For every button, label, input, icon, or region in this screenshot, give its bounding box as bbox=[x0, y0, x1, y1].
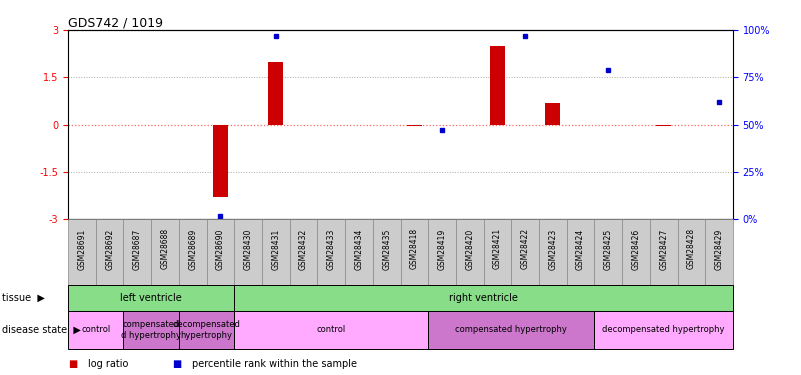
Bar bbox=[68, 219, 96, 285]
Bar bbox=[545, 103, 561, 125]
Bar bbox=[96, 219, 123, 285]
Bar bbox=[68, 285, 235, 311]
Bar bbox=[179, 311, 235, 349]
Text: GSM28423: GSM28423 bbox=[549, 228, 557, 270]
Text: ■: ■ bbox=[68, 359, 78, 369]
Bar bbox=[539, 219, 567, 285]
Bar bbox=[429, 219, 456, 285]
Bar bbox=[123, 219, 151, 285]
Bar bbox=[594, 219, 622, 285]
Bar bbox=[429, 311, 594, 349]
Text: GSM28427: GSM28427 bbox=[659, 228, 668, 270]
Text: GSM28418: GSM28418 bbox=[410, 228, 419, 270]
Bar bbox=[268, 62, 284, 124]
Bar bbox=[235, 285, 733, 311]
Text: GSM28433: GSM28433 bbox=[327, 228, 336, 270]
Bar bbox=[407, 124, 422, 126]
Text: GSM28421: GSM28421 bbox=[493, 228, 502, 270]
Bar bbox=[345, 219, 372, 285]
Text: GSM28432: GSM28432 bbox=[299, 228, 308, 270]
Text: GSM28689: GSM28689 bbox=[188, 228, 197, 270]
Text: decompensated
hypertrophy: decompensated hypertrophy bbox=[173, 320, 240, 340]
Text: GSM28687: GSM28687 bbox=[133, 228, 142, 270]
Bar bbox=[705, 219, 733, 285]
Bar bbox=[650, 219, 678, 285]
Bar bbox=[678, 219, 705, 285]
Bar bbox=[290, 219, 317, 285]
Text: GSM28425: GSM28425 bbox=[604, 228, 613, 270]
Text: GSM28435: GSM28435 bbox=[382, 228, 391, 270]
Text: percentile rank within the sample: percentile rank within the sample bbox=[192, 359, 357, 369]
Bar bbox=[213, 124, 228, 197]
Bar bbox=[400, 219, 429, 285]
Bar bbox=[207, 219, 235, 285]
Text: GSM28422: GSM28422 bbox=[521, 228, 529, 270]
Bar bbox=[235, 219, 262, 285]
Text: GSM28434: GSM28434 bbox=[355, 228, 364, 270]
Bar bbox=[484, 219, 511, 285]
Text: GDS742 / 1019: GDS742 / 1019 bbox=[68, 17, 163, 30]
Bar bbox=[317, 219, 345, 285]
Text: disease state  ▶: disease state ▶ bbox=[2, 325, 80, 335]
Text: control: control bbox=[81, 326, 111, 334]
Text: GSM28691: GSM28691 bbox=[78, 228, 87, 270]
Bar bbox=[179, 219, 207, 285]
Text: tissue  ▶: tissue ▶ bbox=[2, 293, 45, 303]
Bar bbox=[511, 219, 539, 285]
Bar bbox=[68, 311, 123, 349]
Text: log ratio: log ratio bbox=[88, 359, 128, 369]
Text: GSM28424: GSM28424 bbox=[576, 228, 585, 270]
Text: GSM28692: GSM28692 bbox=[105, 228, 114, 270]
Text: right ventricle: right ventricle bbox=[449, 293, 518, 303]
Bar bbox=[262, 219, 290, 285]
Text: GSM28430: GSM28430 bbox=[244, 228, 252, 270]
Text: GSM28429: GSM28429 bbox=[714, 228, 723, 270]
Text: GSM28426: GSM28426 bbox=[631, 228, 641, 270]
Text: GSM28420: GSM28420 bbox=[465, 228, 474, 270]
Bar bbox=[622, 219, 650, 285]
Bar bbox=[151, 219, 179, 285]
Bar bbox=[235, 311, 429, 349]
Bar bbox=[372, 219, 400, 285]
Text: GSM28690: GSM28690 bbox=[216, 228, 225, 270]
Bar bbox=[656, 124, 671, 126]
Text: compensated
d hypertrophy: compensated d hypertrophy bbox=[121, 320, 181, 340]
Text: GSM28431: GSM28431 bbox=[272, 228, 280, 270]
Text: decompensated hypertrophy: decompensated hypertrophy bbox=[602, 326, 725, 334]
Text: GSM28419: GSM28419 bbox=[437, 228, 446, 270]
Bar bbox=[123, 311, 179, 349]
Text: GSM28428: GSM28428 bbox=[687, 228, 696, 270]
Bar bbox=[490, 46, 505, 125]
Text: compensated hypertrophy: compensated hypertrophy bbox=[455, 326, 567, 334]
Bar bbox=[456, 219, 484, 285]
Bar bbox=[594, 311, 733, 349]
Text: ■: ■ bbox=[172, 359, 182, 369]
Text: left ventricle: left ventricle bbox=[120, 293, 182, 303]
Text: GSM28688: GSM28688 bbox=[160, 228, 170, 270]
Text: control: control bbox=[316, 326, 346, 334]
Bar bbox=[567, 219, 594, 285]
